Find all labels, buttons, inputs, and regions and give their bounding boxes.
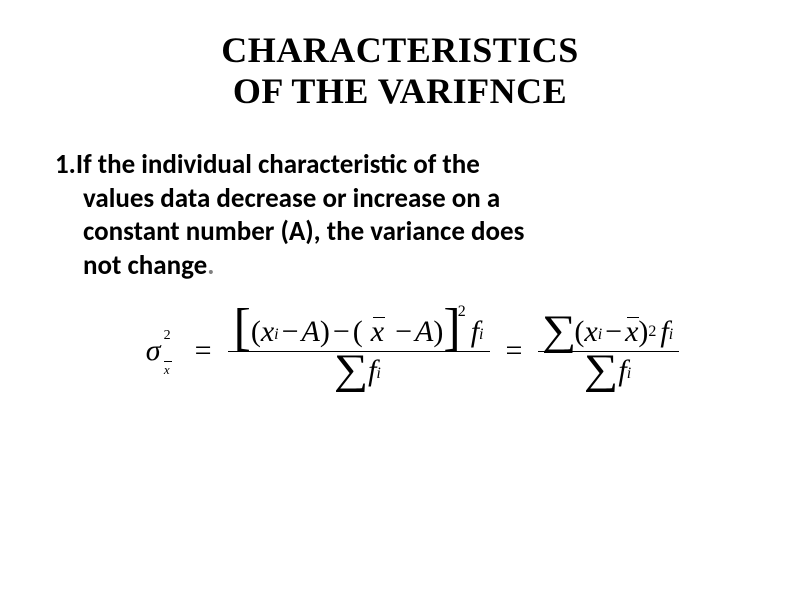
list-number: 1. [55,148,76,182]
sigma-subscript: x [164,362,170,378]
frac1-numerator: [(xi−A)−(x−A)]2fi [228,313,490,351]
sigma-superscript: 2 [164,328,171,344]
equals-2: = [506,334,523,368]
slide-title: CHARACTERISTICS OF THE VARIFNCE [55,30,745,113]
sigma-symbol: σ 2 x [146,334,161,368]
equals-1: = [195,334,212,368]
body-line-2: values data decrease or increase on a [55,182,745,216]
sigma-base: σ [146,334,161,367]
fraction-1: [(xi−A)−(x−A)]2fi ∑fi [228,313,490,390]
fraction-2: ∑(xi−x)2fi ∑fi [538,313,679,390]
frac2-numerator: ∑(xi−x)2fi [538,313,679,351]
frac1-denominator: ∑fi [330,352,387,390]
body-line-4-wrap: not change. [55,249,745,283]
body-line-1: If the individual characteristic of the [76,148,480,181]
variance-equation: σ 2 x = [(xi−A)−(x−A)]2fi ∑fi = ∑(xi−x)2… [55,313,745,390]
body-period: . [207,249,214,282]
body-line-4: not change [83,249,207,282]
title-line-1: CHARACTERISTICS [110,30,690,71]
body-line-3: constant number (A), the variance does [55,215,745,249]
body-paragraph: 1. If the individual characteristic of t… [55,148,745,283]
frac2-denominator: ∑fi [580,352,637,390]
title-line-2: OF THE VARIFNCE [110,71,690,112]
